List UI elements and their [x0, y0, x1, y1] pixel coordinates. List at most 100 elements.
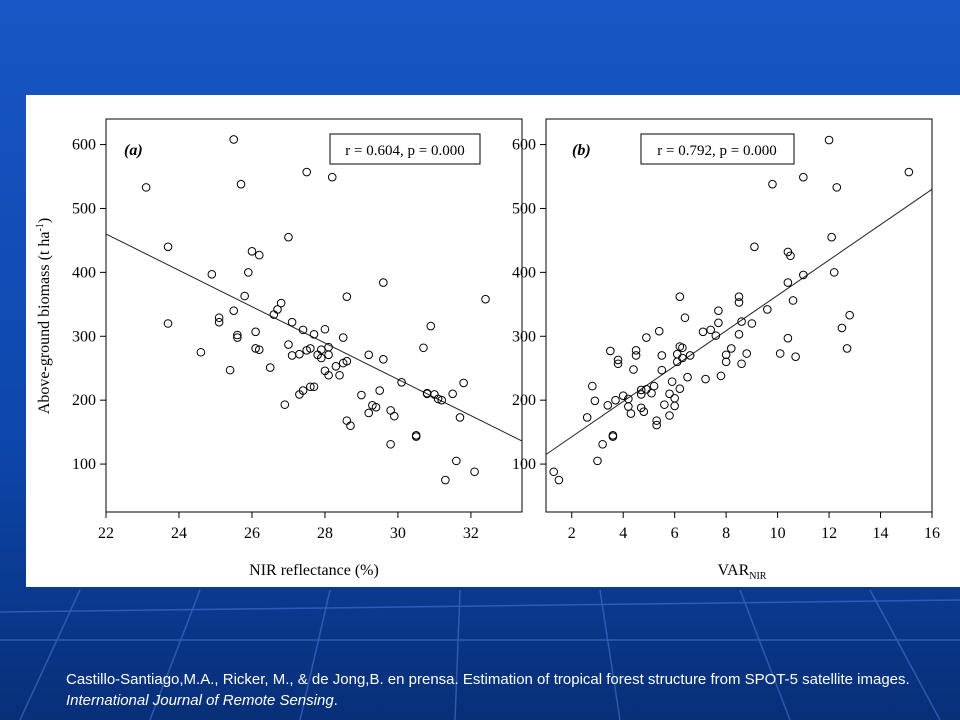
panel-b-data-point [837, 323, 847, 333]
panel-b-data-point [737, 359, 746, 369]
panel-b-data-point [554, 475, 564, 485]
panel-b-data-point [747, 319, 757, 328]
panel-a-data-point [433, 394, 443, 404]
panel-a-xtick-label: 30 [390, 525, 406, 542]
panel-b-data-point [904, 167, 914, 177]
panel-b-data-point [788, 296, 798, 305]
panel-a-data-point [306, 382, 315, 392]
panel-b-data-point [698, 327, 708, 337]
figure-panel: (a) r = 0.604, p = 0.000 NIR reflectance… [26, 95, 960, 587]
panel-b-data-point [829, 268, 839, 277]
panel-a-data-point [247, 246, 257, 256]
panel-b-data-point [598, 439, 607, 449]
panel-b-data-point [726, 344, 736, 353]
panel-a-data-point [419, 343, 428, 353]
panel-a-data-point [327, 172, 337, 182]
panel-b-data-point [783, 333, 793, 343]
panel-b-data-point [742, 349, 752, 358]
panel-a-xtick-label: 22 [98, 525, 114, 542]
panel-a-data-point [379, 278, 388, 287]
panel-b-xtick-label: 6 [671, 525, 679, 542]
panel-b-data-point [665, 389, 674, 399]
panel-a-data-point [265, 363, 275, 372]
panel-b-data-point [734, 298, 744, 307]
panel-a-data-point [240, 291, 249, 301]
panel-b-data-point [670, 393, 679, 403]
panel-b-xlabel: VARNIR [718, 562, 767, 582]
panel-b-data-point [636, 390, 646, 399]
panel-a-data-point [306, 344, 315, 353]
panel-a-data-point [287, 317, 297, 327]
panel-a-data-point [448, 389, 457, 399]
panel-a-data-point [254, 250, 264, 260]
panel-b-data-point [606, 346, 615, 356]
panel-a-data-point [441, 475, 450, 485]
panel-b-data-point [783, 278, 793, 287]
panel-a-data-point [302, 167, 312, 177]
panel-b-data-point [603, 400, 613, 410]
panel-a-stats: r = 0.604, p = 0.000 [345, 143, 464, 159]
panel-b-data-point [608, 431, 618, 440]
panel-b-data-point [737, 317, 746, 326]
panel-a-data-point [386, 406, 395, 415]
panel-b-data-point [845, 310, 854, 320]
panel-b-data-point [660, 400, 669, 409]
panel-b-data-point [775, 349, 785, 358]
panel-a-ytick-label: 500 [72, 200, 96, 217]
panel-b-xlabel-sub: NIR [749, 571, 767, 582]
panel-b-xtick-label: 10 [770, 525, 786, 542]
panel-a-data-point [379, 354, 388, 364]
panel-a-data-point [389, 411, 399, 421]
panel-a-data-point [287, 351, 297, 360]
panel-b-data-point [678, 353, 687, 363]
panel-b-data-point [629, 365, 638, 374]
panel-a-data-point [470, 467, 479, 477]
panel-b-data-point [750, 242, 759, 252]
panel-a-ytick-label: 200 [72, 392, 96, 409]
panel-a-ylabel-sup: -1 [35, 223, 46, 231]
panel-b-data-point [678, 343, 687, 353]
panel-b-data-point [582, 413, 592, 422]
panel-b-data-point [714, 306, 723, 316]
panel-a-ytick-label: 600 [72, 137, 96, 154]
panel-a-data-point [371, 402, 381, 412]
panel-a-data-point [364, 408, 374, 418]
panel-a-data-point [309, 330, 319, 339]
panel-b-data-point [631, 346, 641, 355]
panel-a-data-point [324, 370, 333, 380]
panel-a-data-point [229, 135, 239, 144]
panel-b-stats: r = 0.792, p = 0.000 [657, 143, 776, 159]
panel-a-data-point [386, 439, 395, 449]
panel-a-stats-box [329, 133, 481, 165]
panel-a-data-point [251, 327, 260, 337]
panel-a-data-point [254, 345, 264, 354]
panel-a-data-point [298, 325, 308, 335]
panel-b-data-point [842, 344, 852, 353]
panel-b-label: (b) [572, 142, 591, 159]
panel-b-xtick-label: 4 [619, 525, 627, 542]
panel-a-data-point [481, 294, 490, 304]
panel-b-data-point [549, 467, 559, 477]
panel-b-data-point [791, 352, 800, 362]
panel-a-data-point [342, 416, 352, 425]
panel-b-data-point [642, 333, 651, 342]
panel-a-data-point [233, 330, 242, 340]
panel-b-data-point [721, 350, 731, 360]
panel-b-data-point [588, 381, 597, 391]
panel-b-chart: (b) r = 0.792, p = 0.000 VARNIR 2 4 6 8 10 12… [512, 118, 940, 582]
panel-a-data-point [214, 317, 224, 327]
panel-a-data-point [375, 386, 384, 395]
panel-b-data-point [639, 407, 649, 416]
panel-b-stats-box [640, 133, 795, 165]
panel-b-data-point [631, 351, 641, 360]
panel-b-xlabel-main: VAR [718, 562, 750, 579]
scatter-figure: (a) r = 0.604, p = 0.000 NIR reflectance… [35, 118, 940, 582]
panel-a-data-point [338, 333, 348, 342]
panel-a-ylabel: Above-ground biomass (t ha-1) [35, 218, 53, 414]
panel-a-data-point [273, 305, 282, 314]
panel-a-data-point [357, 390, 366, 400]
panel-a-data-point [284, 340, 293, 349]
panel-b-ytick-label: 400 [512, 264, 536, 281]
panel-a-data-point [426, 321, 436, 331]
panel-a-data-point [452, 456, 461, 466]
